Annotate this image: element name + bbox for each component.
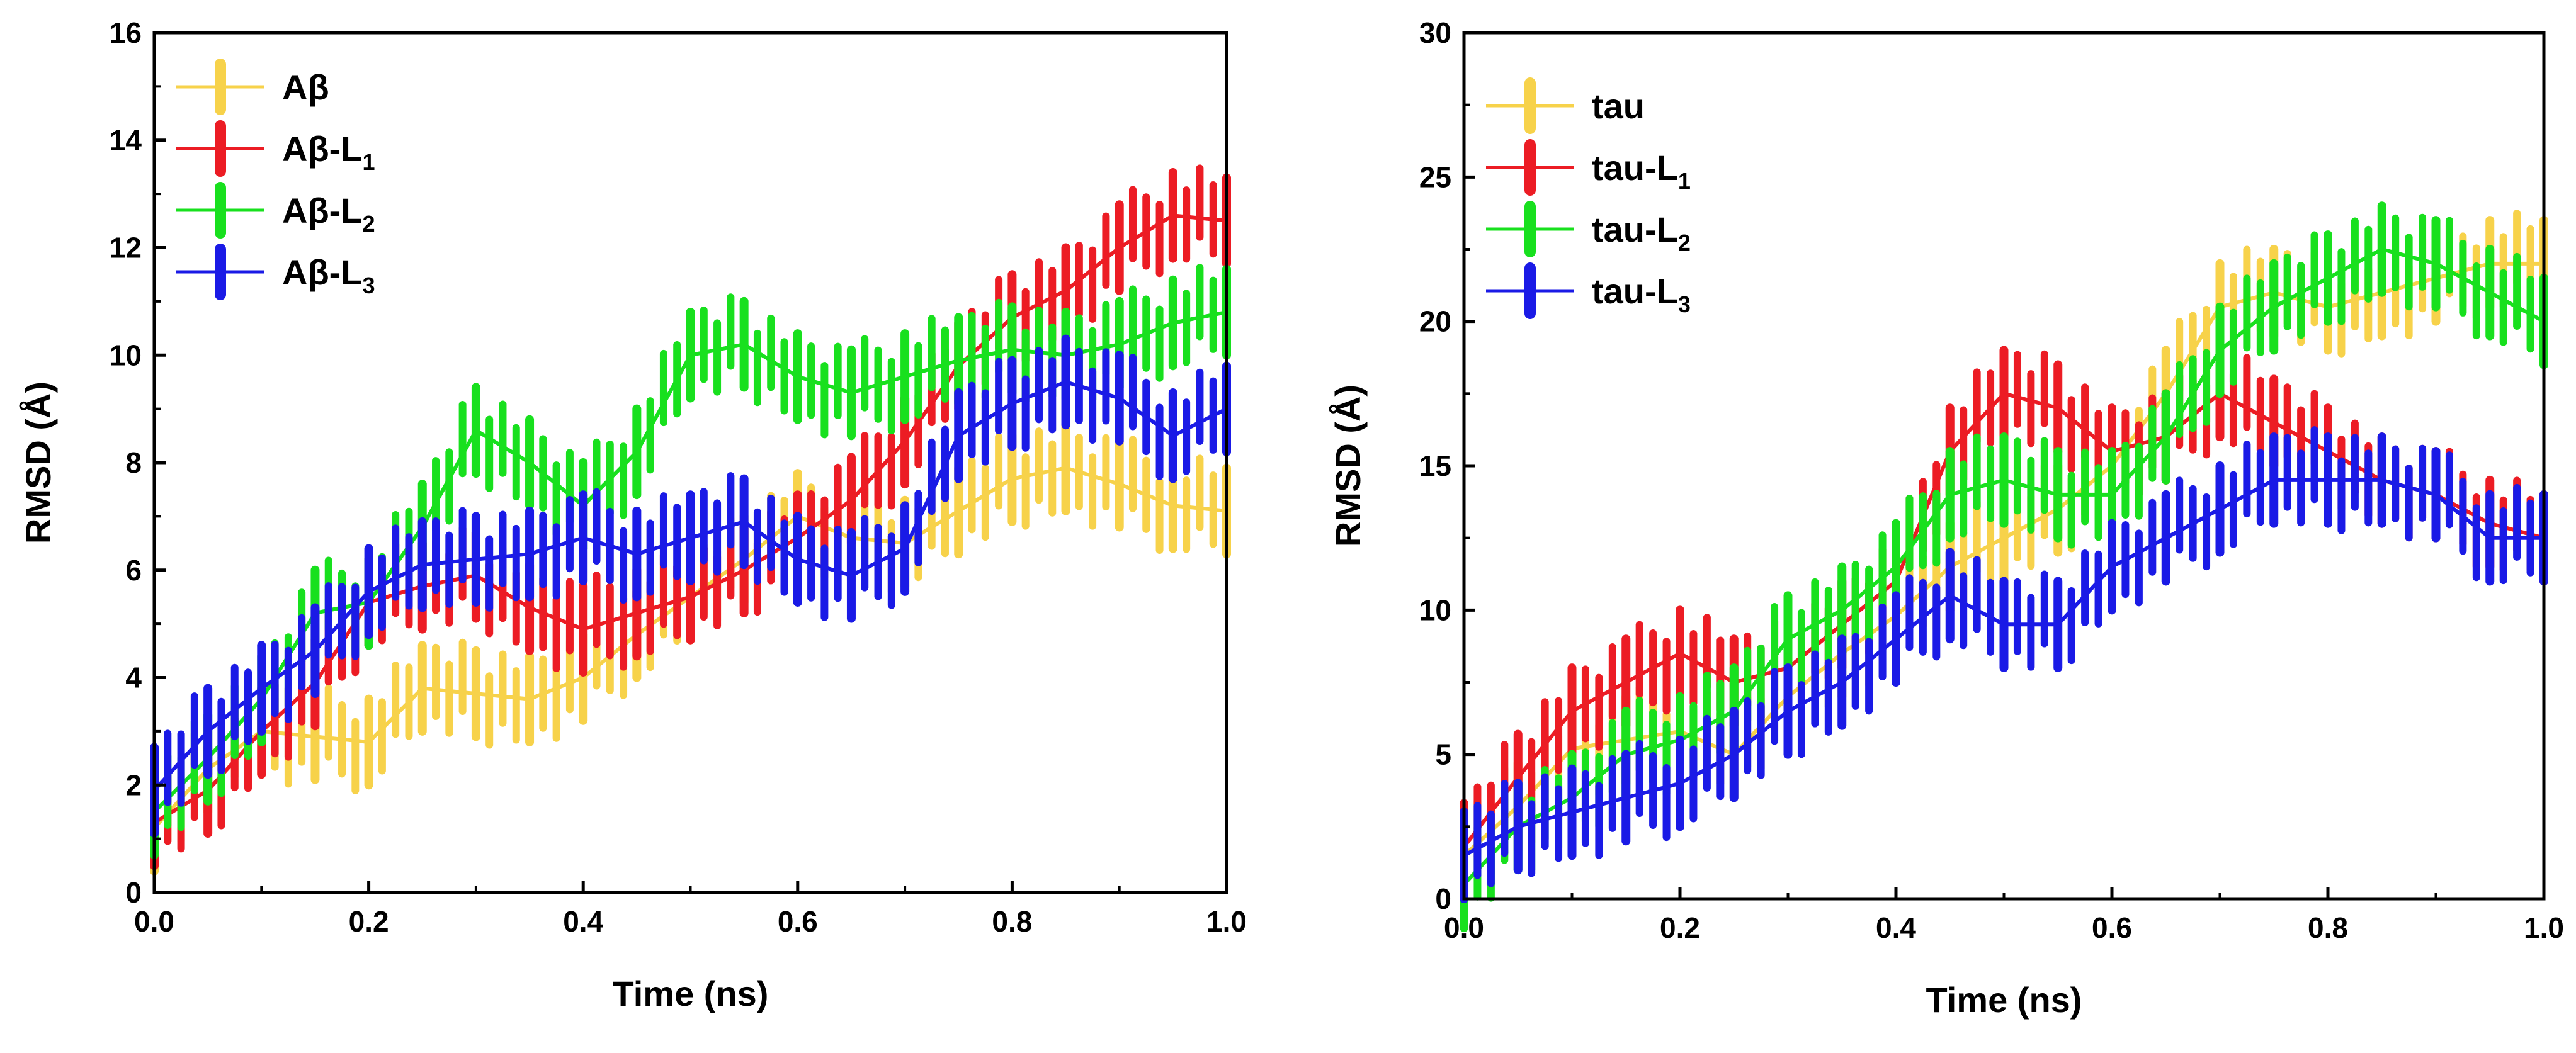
x-tick-label: 0.4 (1876, 911, 1916, 944)
x-tick-label: 0.6 (2092, 911, 2132, 944)
x-tick-label: 0.0 (134, 905, 174, 938)
legend-item: tau-L2 (1486, 201, 1691, 257)
series-tau-L3 (1460, 426, 2548, 903)
y-tick-label: 16 (110, 16, 142, 49)
legend-item: Aβ-L2 (176, 182, 375, 239)
x-tick-label: 0.2 (349, 905, 389, 938)
legend-label: Aβ-L2 (282, 191, 375, 237)
x-tick-label: 0.8 (992, 905, 1032, 938)
legend-item: tau-L3 (1486, 262, 1691, 319)
y-tick-label: 0 (125, 876, 142, 909)
y-tick-label: 8 (125, 446, 142, 479)
y-tick-label: 5 (1435, 738, 1451, 771)
legend-label: tau-L3 (1592, 271, 1691, 317)
x-tick-label: 0.0 (1444, 911, 1484, 944)
legend-label: Aβ (282, 67, 329, 107)
legend-item: Aβ-L3 (176, 244, 375, 300)
x-axis-label: Time (ns) (613, 974, 769, 1013)
x-tick-label: 1.0 (1206, 905, 1247, 938)
legend-label: Aβ-L3 (282, 252, 375, 298)
y-tick-label: 15 (1419, 449, 1451, 482)
y-tick-label: 10 (110, 339, 142, 371)
legend-label: tau (1592, 86, 1645, 126)
x-tick-label: 0.6 (778, 905, 818, 938)
legend-item: tau (1486, 77, 1645, 134)
y-tick-label: 6 (125, 554, 142, 587)
y-tick-label: 2 (125, 769, 142, 801)
y-tick-label: 10 (1419, 594, 1451, 626)
x-tick-label: 0.4 (563, 905, 603, 938)
x-tick-label: 1.0 (2524, 911, 2564, 944)
legend-label: tau-L1 (1592, 148, 1691, 194)
y-tick-label: 0 (1435, 882, 1451, 915)
legend-label: tau-L2 (1592, 210, 1691, 256)
y-tick-label: 12 (110, 232, 142, 264)
legend-label: Aβ-L1 (282, 129, 375, 175)
y-tick-label: 25 (1419, 160, 1451, 193)
chart-1: 0.0 0.2 0.4 0.6 0.8 1.0 0 2 4 6 8 10 12 14 16 Time (ns)… (18, 16, 1247, 1013)
legend-item: Aβ (176, 59, 329, 115)
y-tick-label: 14 (110, 124, 142, 157)
legend: Aβ Aβ-L1 Aβ-L2 Aβ-L3 (176, 59, 375, 300)
y-tick-label: 20 (1419, 305, 1451, 338)
legend: tau tau-L1 tau-L2 tau-L3 (1486, 77, 1691, 319)
x-tick-label: 0.8 (2308, 911, 2348, 944)
legend-item: tau-L1 (1486, 139, 1691, 196)
legend-item: Aβ-L1 (176, 120, 375, 177)
y-tick-label: 4 (125, 662, 142, 694)
chart-2: 0.0 0.2 0.4 0.6 0.8 1.0 0 5 10 15 20 25 30 Time (ns) R… (1328, 16, 2564, 1020)
y-tick-label: 30 (1419, 16, 1451, 49)
x-axis-label: Time (ns) (1926, 980, 2082, 1020)
y-axis-label: RMSD (Å) (1328, 385, 1368, 547)
x-tick-label: 0.2 (1660, 911, 1700, 944)
y-axis-label: RMSD (Å) (18, 381, 58, 544)
